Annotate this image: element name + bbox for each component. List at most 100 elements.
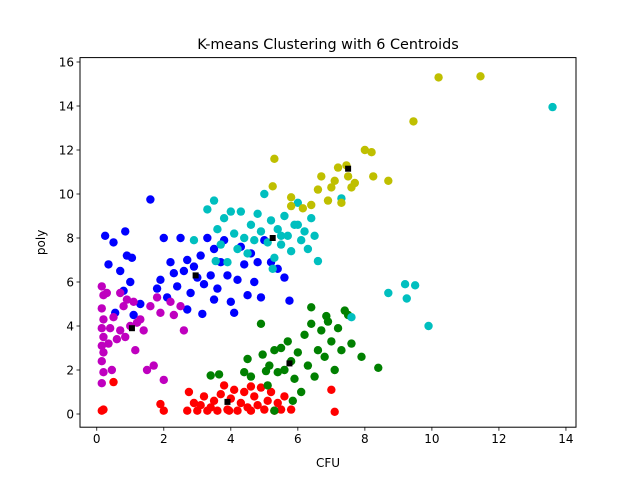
data-point-cluster-5 [97,324,106,333]
data-point-cluster-2 [263,381,272,390]
data-point-cluster-4 [286,247,296,256]
data-point-cluster-2 [273,368,282,377]
data-point-cluster-3 [203,233,212,243]
data-point-cluster-2 [288,396,298,405]
data-point-cluster-3 [209,244,219,254]
data-point-cluster-3 [166,258,175,267]
data-point-cluster-6 [367,148,376,157]
data-point-cluster-4 [203,205,212,214]
data-point-cluster-4 [260,189,269,199]
data-point-cluster-3 [152,284,162,293]
data-point-cluster-4 [307,214,316,223]
data-point-cluster-6 [343,172,353,181]
data-point-cluster-5 [116,288,125,298]
data-point-cluster-6 [327,183,336,192]
data-point-cluster-4 [243,249,252,258]
data-point-cluster-6 [369,172,378,181]
x-axis-ticks: 0 2 4 6 8 10 12 14 [93,427,574,446]
data-point-cluster-1 [253,401,262,410]
data-point-cluster-5 [102,288,112,298]
data-point-cluster-4 [213,225,222,234]
data-point-cluster-1 [196,401,205,410]
data-point-cluster-4 [253,209,262,218]
data-point-cluster-6 [323,196,333,205]
data-point-cluster-4 [303,244,313,254]
points-layer [97,72,557,416]
data-point-cluster-2 [270,346,279,355]
data-point-cluster-4 [219,214,229,223]
data-point-cluster-1 [250,392,259,401]
data-point-cluster-4 [293,198,303,207]
data-point-cluster-3 [121,227,130,236]
data-point-cluster-3 [176,233,185,243]
plot-frame [79,57,577,428]
data-point-cluster-5 [152,293,162,302]
data-point-cluster-2 [347,339,356,348]
data-point-cluster-1 [246,382,256,391]
data-point-cluster-4 [276,240,286,249]
data-point-cluster-1 [286,405,296,414]
data-point-cluster-2 [290,374,299,383]
data-point-cluster-3 [280,273,289,282]
data-point-cluster-6 [330,176,339,185]
y-tick-label: 0 [66,407,74,421]
data-point-cluster-4 [400,280,410,289]
x-tick-label: 0 [93,432,101,446]
data-point-cluster-2 [270,406,279,415]
data-point-cluster-2 [293,348,303,357]
data-point-cluster-3 [209,295,219,304]
data-point-cluster-5 [107,365,117,375]
data-point-cluster-1 [219,381,229,390]
data-point-cluster-4 [229,229,239,238]
data-point-cluster-2 [276,343,286,353]
data-point-cluster-3 [179,266,189,276]
data-point-cluster-5 [119,302,128,311]
data-point-cluster-6 [350,178,360,188]
data-point-cluster-1 [246,406,256,415]
data-point-cluster-1 [233,406,242,415]
data-point-cluster-2 [265,361,274,370]
y-tick-label: 6 [66,275,74,289]
data-point-cluster-3 [206,271,215,280]
data-point-cluster-2 [240,368,249,377]
data-point-cluster-4 [296,236,306,245]
data-point-cluster-1 [280,392,289,401]
data-point-cluster-5 [99,348,108,357]
data-point-cluster-2 [337,346,346,355]
data-point-cluster-5 [104,339,113,348]
data-point-cluster-4 [270,253,279,262]
data-point-cluster-5 [99,368,108,377]
data-point-cluster-1 [266,387,276,397]
data-point-cluster-5 [122,295,132,304]
data-point-cluster-3 [223,271,232,280]
data-point-cluster-1 [327,385,336,394]
data-point-cluster-5 [121,332,130,342]
data-point-cluster-2 [307,303,316,312]
data-point-cluster-1 [224,406,234,415]
data-point-cluster-5 [116,326,125,335]
data-point-cluster-6 [286,201,296,211]
data-point-cluster-4 [223,258,232,267]
data-point-cluster-2 [206,371,215,380]
data-point-cluster-5 [109,313,118,322]
data-point-cluster-3 [196,251,205,260]
data-point-cluster-3 [104,260,113,269]
data-point-cluster-1 [229,385,239,394]
data-point-cluster-5 [97,357,106,366]
data-point-cluster-1 [263,396,272,405]
data-point-cluster-6 [298,204,308,213]
data-point-cluster-2 [357,352,366,361]
data-point-cluster-5 [97,379,106,388]
data-point-cluster-2 [333,324,343,333]
data-point-cluster-3 [186,288,195,298]
data-point-cluster-4 [313,256,323,266]
data-point-cluster-3 [183,255,192,265]
data-point-cluster-1 [183,406,192,415]
data-point-cluster-3 [240,260,249,269]
y-tick-label: 10 [59,187,74,201]
x-axis-label: CFU [316,456,340,470]
data-point-cluster-2 [283,337,292,346]
data-point-cluster-3 [229,308,239,317]
data-point-cluster-3 [116,266,125,276]
centroid-marker [345,165,352,172]
